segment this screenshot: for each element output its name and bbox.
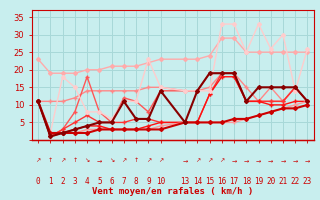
Text: ↑: ↑: [133, 158, 139, 164]
Text: ↗: ↗: [146, 158, 151, 164]
Text: 15: 15: [205, 178, 214, 186]
Text: 14: 14: [193, 178, 202, 186]
Text: →: →: [268, 158, 273, 164]
Text: 1: 1: [48, 178, 53, 186]
Text: ↘: ↘: [84, 158, 90, 164]
Text: 5: 5: [97, 178, 102, 186]
Text: →: →: [280, 158, 286, 164]
Text: 8: 8: [134, 178, 138, 186]
Text: ↗: ↗: [219, 158, 224, 164]
Text: 18: 18: [242, 178, 251, 186]
Text: 2: 2: [60, 178, 65, 186]
Text: ↑: ↑: [72, 158, 77, 164]
Text: Vent moyen/en rafales ( km/h ): Vent moyen/en rafales ( km/h ): [92, 187, 253, 196]
Text: ↘: ↘: [109, 158, 114, 164]
Text: 3: 3: [73, 178, 77, 186]
Text: →: →: [182, 158, 188, 164]
Text: ↗: ↗: [60, 158, 65, 164]
Text: 9: 9: [146, 178, 151, 186]
Text: 21: 21: [278, 178, 288, 186]
Text: ↗: ↗: [121, 158, 126, 164]
Text: 7: 7: [122, 178, 126, 186]
Text: 4: 4: [85, 178, 89, 186]
Text: 10: 10: [156, 178, 165, 186]
Text: ↗: ↗: [207, 158, 212, 164]
Text: ↗: ↗: [158, 158, 163, 164]
Text: 22: 22: [291, 178, 300, 186]
Text: 0: 0: [36, 178, 40, 186]
Text: 13: 13: [180, 178, 190, 186]
Text: 17: 17: [229, 178, 239, 186]
Text: →: →: [256, 158, 261, 164]
Text: ↑: ↑: [48, 158, 53, 164]
Text: →: →: [97, 158, 102, 164]
Text: →: →: [231, 158, 237, 164]
Text: ↗: ↗: [36, 158, 41, 164]
Text: →: →: [244, 158, 249, 164]
Text: 16: 16: [217, 178, 226, 186]
Text: 20: 20: [266, 178, 276, 186]
Text: ↗: ↗: [195, 158, 200, 164]
Text: 19: 19: [254, 178, 263, 186]
Text: →: →: [292, 158, 298, 164]
Text: 6: 6: [109, 178, 114, 186]
Text: →: →: [305, 158, 310, 164]
Text: 23: 23: [303, 178, 312, 186]
